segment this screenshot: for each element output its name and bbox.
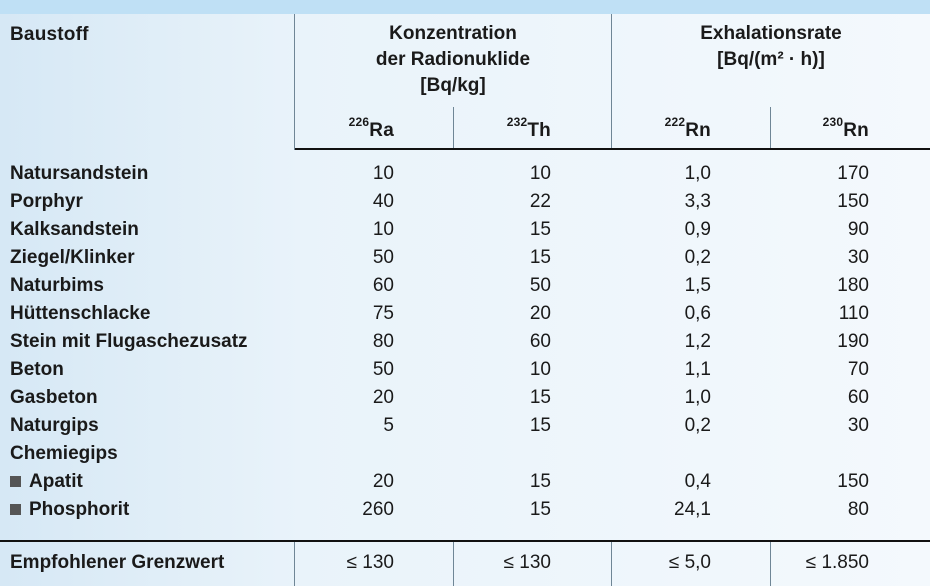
divider-sub-exhalation — [770, 107, 771, 150]
footer-divider-4 — [770, 541, 771, 586]
header-concentration-line1: Konzentration — [389, 23, 517, 44]
top-accent-bar — [0, 0, 930, 14]
table-row: Naturbims 60 50 1,5 180 — [10, 275, 869, 296]
table-header: Baustoff Konzentration der Radionuklide … — [0, 14, 930, 150]
footer-divider-3 — [611, 541, 612, 586]
table-row: Stein mit Flugaschezusatz 80 60 1,2 190 — [10, 331, 869, 352]
square-bullet-icon — [10, 476, 21, 487]
table-row: Chemiegips — [10, 443, 118, 464]
header-concentration-unit: [Bq/kg] — [420, 75, 486, 96]
footer-divider-1 — [294, 541, 295, 586]
header-baustoff: Baustoff — [10, 24, 89, 45]
table-row: Porphyr 40 22 3,3 150 — [10, 191, 869, 212]
table-row: Apatit 20 15 0,4 150 — [0, 468, 930, 496]
subheader-rn222: 222Rn — [664, 114, 711, 141]
table-row: Ziegel/Klinker 50 15 0,2 30 — [10, 247, 869, 268]
header-exhalation-line1: Exhalationsrate — [700, 23, 842, 44]
header-concentration-line2: der Radionuklide — [375, 49, 531, 70]
header-exhalation-unit: [Bq/(m² · h)] — [717, 49, 825, 70]
subheader-th232: 232Th — [506, 114, 551, 141]
table-row: Hüttenschlacke 75 20 0,6 110 — [10, 303, 869, 324]
radionuclide-table: Baustoff Konzentration der Radionuklide … — [0, 14, 930, 586]
header-exhalation: Exhalationsrate [Bq/(m² · h)] — [612, 21, 930, 73]
table-row: Beton 50 10 1,1 70 — [10, 359, 869, 380]
header-concentration: Konzentration der Radionuklide [Bq/kg] — [295, 21, 611, 99]
divider-col-group — [611, 14, 612, 150]
table-row: Natursandstein 10 10 1,0 170 — [10, 163, 869, 184]
divider-sub-concentration — [453, 107, 454, 150]
footer-rule — [0, 540, 930, 542]
square-bullet-icon — [10, 504, 21, 515]
divider-col1 — [294, 14, 295, 150]
footer-divider-2 — [453, 541, 454, 586]
table-row: Kalksandstein 10 15 0,9 90 — [10, 219, 869, 240]
subheader-rn230: 230Rn — [822, 114, 869, 141]
table-row: Gasbeton 20 15 1,0 60 — [10, 387, 869, 408]
table-row: Naturgips 5 15 0,2 30 — [10, 415, 869, 436]
table-row: Phosphorit 260 15 24,1 80 — [0, 496, 930, 524]
header-rule — [295, 148, 930, 150]
subheader-ra226: 226Ra — [348, 114, 394, 141]
footer-row-grenzwert: Empfohlener Grenzwert ≤ 130 ≤ 130 ≤ 5,0 … — [10, 552, 869, 573]
